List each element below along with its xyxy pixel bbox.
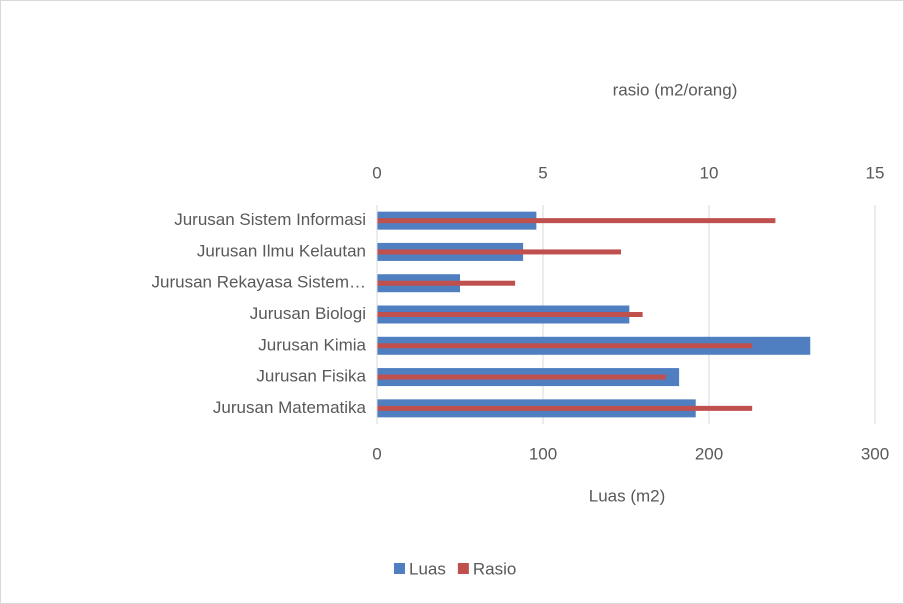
y-tick-label: Jurusan Sistem Informasi <box>174 210 366 229</box>
x2-axis-title: rasio (m2/orang) <box>613 80 738 99</box>
legend-swatch <box>457 563 469 574</box>
x2-tick-label: 10 <box>700 163 719 182</box>
x2-tick-label: 15 <box>866 163 885 182</box>
y-tick-label: Jurusan Fisika <box>256 367 366 386</box>
bar <box>377 280 516 286</box>
y-tick-label: Jurusan Matematika <box>213 398 367 417</box>
legend-label: Luas <box>409 559 446 578</box>
bar <box>377 374 666 380</box>
legend-label: Rasio <box>473 559 516 578</box>
bar <box>377 405 753 411</box>
x2-tick-label: 0 <box>372 163 381 182</box>
y-tick-label: Jurusan Ilmu Kelautan <box>197 241 366 260</box>
y-tick-label: Jurusan Rekayasa Sistem… <box>152 273 366 292</box>
bar <box>377 343 753 349</box>
x-tick-label: 200 <box>695 444 723 463</box>
x-axis-title: Luas (m2) <box>589 486 666 505</box>
bar <box>377 249 622 255</box>
x-tick-label: 100 <box>529 444 557 463</box>
x-tick-label: 0 <box>372 444 381 463</box>
bar <box>377 312 643 317</box>
legend-swatch <box>394 563 405 574</box>
y-tick-label: Jurusan Biologi <box>250 304 366 323</box>
y-tick-label: Jurusan Kimia <box>258 335 366 354</box>
x-tick-label: 300 <box>861 444 889 463</box>
bar <box>377 218 776 224</box>
x2-tick-label: 5 <box>538 163 547 182</box>
